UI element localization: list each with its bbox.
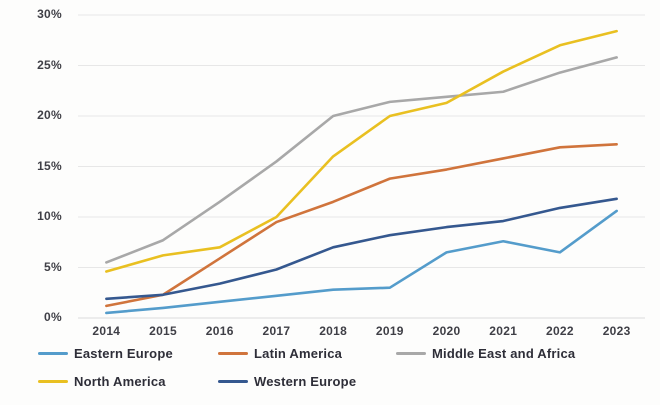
legend-label: Eastern Europe	[74, 346, 173, 361]
legend-marker-icon	[396, 352, 426, 355]
y-axis-tick-label: 10%	[37, 209, 62, 223]
y-axis-tick-label: 20%	[37, 108, 62, 122]
x-axis-tick-label: 2020	[432, 324, 461, 338]
x-axis-tick-label: 2015	[149, 324, 177, 338]
y-axis-tick-label: 0%	[44, 310, 62, 324]
x-axis-tick-label: 2018	[319, 324, 348, 338]
legend-marker-icon	[218, 380, 248, 383]
legend-marker-icon	[38, 380, 68, 383]
series-line-western-europe	[105, 197, 618, 301]
series-line-latin-america	[105, 142, 618, 308]
x-axis-tick-label: 2021	[489, 324, 518, 338]
x-axis-tick-label: 2016	[205, 324, 234, 338]
legend-item-latin-america: Latin America	[218, 346, 396, 361]
legend-label: Latin America	[254, 346, 343, 361]
legend-item-north-america: North America	[38, 374, 218, 389]
y-axis-tick-label: 5%	[44, 259, 62, 274]
legend-item-eastern-europe: Eastern Europe	[38, 346, 218, 361]
series-line-middle-east-and-africa	[105, 56, 618, 264]
series-line-north-america	[105, 29, 618, 273]
legend-label: North America	[74, 374, 166, 389]
legend-item-middle-east-and-africa: Middle East and Africa	[396, 346, 638, 361]
legend-marker-icon	[38, 352, 68, 355]
x-axis-tick-label: 2014	[92, 324, 121, 338]
legend: Eastern Europe Latin America Middle East a…	[38, 346, 638, 389]
legend-marker-icon	[218, 352, 248, 355]
legend-label: Middle East and Africa	[432, 346, 576, 361]
y-axis-tick-label: 25%	[37, 57, 62, 72]
x-axis-tick-label: 2023	[602, 324, 631, 338]
y-axis-tick-label: 15%	[37, 158, 62, 173]
legend-item-western-europe: Western Europe	[218, 374, 396, 389]
y-axis-tick-label: 30%	[37, 7, 62, 21]
series-line-eastern-europe	[105, 209, 618, 315]
legend-label: Western Europe	[254, 374, 357, 389]
x-axis-tick-label: 2022	[545, 324, 574, 338]
x-axis-tick-label: 2017	[262, 324, 291, 338]
x-axis-tick-label: 2019	[375, 324, 404, 338]
